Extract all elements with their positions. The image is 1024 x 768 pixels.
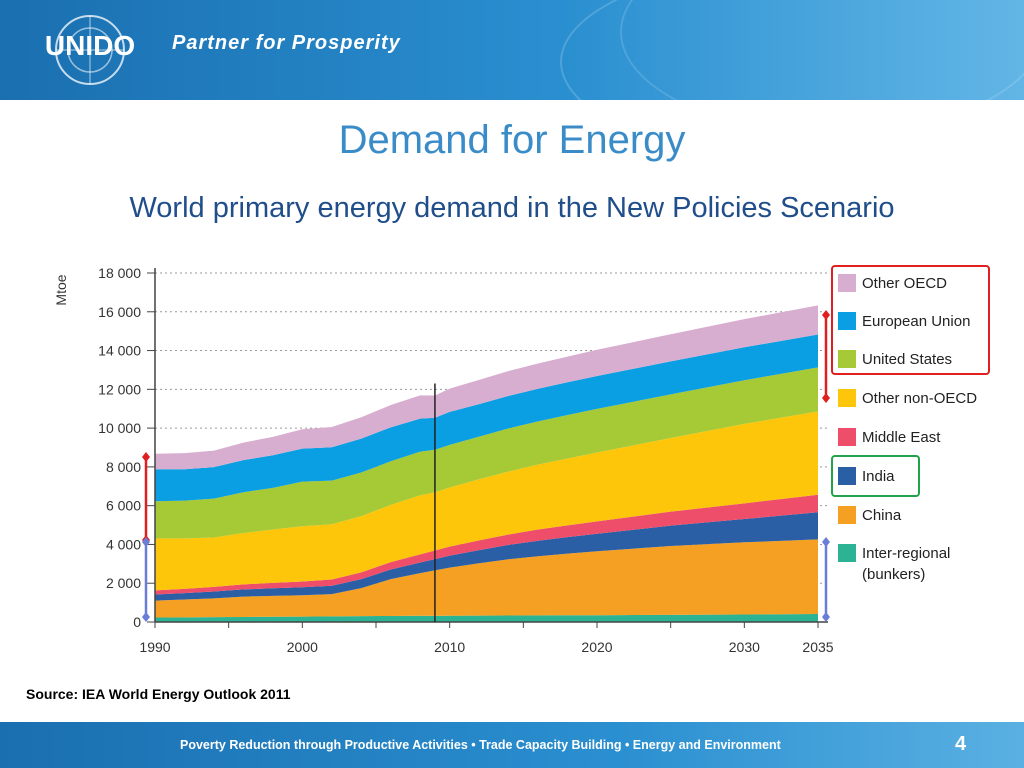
arrowhead	[142, 537, 150, 547]
x-tick-label: 2035	[802, 639, 833, 655]
y-tick-label: 4 000	[106, 536, 141, 552]
x-tick-label: 2030	[729, 639, 760, 655]
legend-label: Other non-OECD	[862, 390, 977, 407]
y-tick-label: 10 000	[98, 420, 141, 436]
x-tick-label: 2020	[581, 639, 612, 655]
y-tick-label: 14 000	[98, 343, 141, 359]
page-number: 4	[955, 733, 967, 755]
arrowhead	[822, 537, 830, 547]
arrowhead	[142, 612, 150, 622]
area-other-oecd	[155, 305, 818, 470]
logo-text: UNIDO	[44, 30, 136, 61]
un-emblem-icon	[55, 15, 125, 85]
legend-label: United States	[862, 351, 952, 368]
header-banner: UNIDO Partner for Prosperity	[0, 0, 1024, 100]
arrowhead	[822, 310, 830, 320]
legend-swatch	[838, 544, 856, 562]
area-united-states	[155, 367, 818, 539]
footer-banner: Poverty Reduction through Productive Act…	[0, 722, 1024, 768]
x-tick-label: 2000	[287, 639, 318, 655]
y-axis-label: Mtoe	[53, 274, 69, 305]
area-middle-east	[155, 494, 818, 595]
legend-label: Other OECD	[862, 275, 947, 292]
page-title: Demand for Energy	[338, 118, 686, 162]
y-tick-label: 12 000	[98, 381, 141, 397]
legend-swatch	[838, 389, 856, 407]
y-tick-label: 16 000	[98, 304, 141, 320]
legend-label: China	[862, 507, 902, 524]
legend-label-cont: (bunkers)	[862, 566, 925, 583]
highlight-box-india	[831, 455, 920, 497]
highlight-box-oecd	[831, 265, 990, 375]
energy-demand-chart: 0 2 000 4 000 6 000 8 000 10 000 12 000 14 000 1…	[53, 265, 990, 655]
area-india	[155, 512, 818, 601]
legend-swatch	[838, 506, 856, 524]
x-tick-label: 2010	[434, 639, 465, 655]
legend-swatch	[838, 274, 856, 292]
page-subtitle: World primary energy demand in the New P…	[129, 192, 895, 224]
arrowhead	[822, 393, 830, 403]
legend-label: Inter-regional	[862, 545, 950, 562]
legend-swatch	[838, 312, 856, 330]
legend-label: European Union	[862, 313, 970, 330]
legend-label: Middle East	[862, 429, 941, 446]
area-european-union	[155, 334, 818, 502]
arrowhead	[142, 452, 150, 462]
y-tick-label: 2 000	[106, 575, 141, 591]
legend-swatch	[838, 467, 856, 485]
y-tick-label: 6 000	[106, 498, 141, 514]
y-tick-label: 18 000	[98, 265, 141, 281]
arrowhead	[822, 612, 830, 622]
area-china	[155, 539, 818, 618]
source-note: Source: IEA World Energy Outlook 2011	[26, 686, 291, 702]
y-tick-label: 0	[133, 614, 141, 630]
footer-text: Poverty Reduction through Productive Act…	[180, 738, 781, 752]
area-other-non-oecd	[155, 411, 818, 591]
tagline: Partner for Prosperity	[172, 32, 401, 54]
y-tick-label: 8 000	[106, 459, 141, 475]
x-tick-label: 1990	[139, 639, 170, 655]
header-decoration	[560, 0, 1024, 100]
legend-swatch	[838, 350, 856, 368]
legend-label: India	[862, 468, 895, 485]
area-inter-regional-bunkers-	[155, 614, 818, 622]
legend-swatch	[838, 428, 856, 446]
